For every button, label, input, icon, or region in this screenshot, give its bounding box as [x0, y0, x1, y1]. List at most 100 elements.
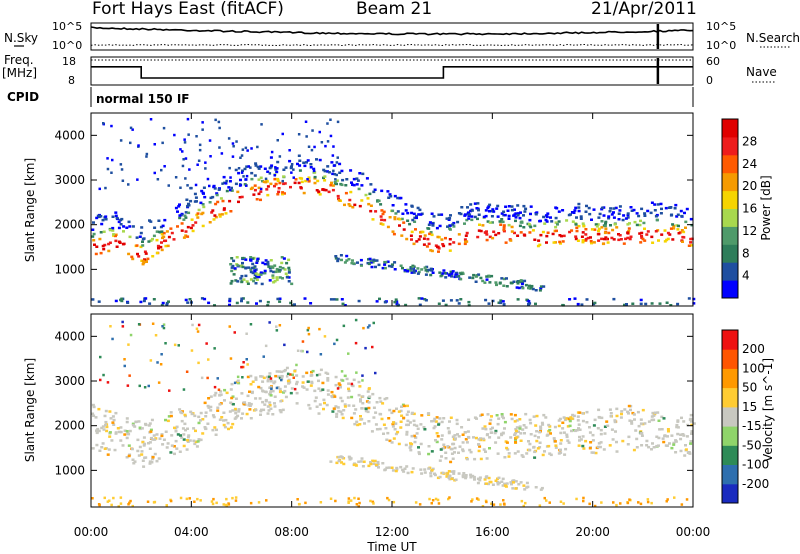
power-cell	[429, 249, 432, 252]
power-cell	[626, 231, 629, 234]
velocity-cell	[658, 420, 661, 423]
power-cell	[394, 268, 397, 271]
power-cell	[161, 142, 164, 145]
velocity-cell	[400, 406, 403, 409]
velocity-cell	[300, 350, 303, 353]
velocity-cell	[504, 421, 507, 424]
power-cell	[240, 298, 243, 301]
velocity-cell	[307, 404, 310, 407]
power-cell	[429, 274, 432, 277]
power-cell	[307, 159, 310, 162]
velocity-cell	[95, 444, 98, 447]
power-cell	[228, 137, 231, 140]
power-cell	[153, 227, 156, 230]
velocity-cell	[522, 484, 525, 487]
velocity-colorbar-swatch	[722, 465, 738, 485]
power-cell	[278, 187, 281, 190]
power-cell	[341, 179, 344, 182]
power-cell	[336, 298, 339, 301]
velocity-cell	[424, 471, 427, 474]
power-cell	[676, 303, 679, 306]
power-colorbar-swatch	[722, 173, 738, 191]
velocity-cell	[351, 383, 354, 386]
power-cell	[636, 224, 639, 227]
velocity-cell	[643, 422, 646, 425]
velocity-cell	[144, 386, 147, 389]
velocity-cell	[189, 497, 192, 500]
velocity-cell	[295, 364, 298, 367]
power-cell	[597, 233, 600, 236]
velocity-cell	[554, 426, 557, 429]
xtick-label: 20:00	[575, 525, 610, 539]
power-cell	[355, 177, 358, 180]
velocity-cell	[92, 447, 95, 450]
power-ytick-label: 1000	[54, 262, 85, 276]
velocity-cell	[316, 374, 319, 377]
velocity-cell	[393, 437, 396, 440]
velocity-cell	[226, 504, 229, 507]
power-cell	[688, 245, 691, 248]
power-cell	[92, 221, 95, 224]
velocity-colorbar-swatch	[722, 445, 738, 465]
power-cell	[260, 123, 263, 126]
power-cell	[599, 213, 602, 216]
velocity-cell	[529, 422, 532, 425]
velocity-cell	[306, 388, 309, 391]
power-cell	[337, 156, 340, 159]
power-cell	[425, 269, 428, 272]
velocity-cell	[131, 448, 134, 451]
power-cell	[456, 299, 459, 302]
power-cell	[370, 205, 373, 208]
power-cell	[664, 229, 667, 232]
velocity-cell	[441, 434, 444, 437]
power-cell	[201, 128, 204, 131]
velocity-cell	[341, 400, 344, 403]
power-cell	[271, 274, 274, 277]
power-cell	[150, 118, 153, 121]
velocity-cell	[220, 393, 223, 396]
power-cell	[460, 273, 463, 276]
power-cell	[360, 264, 363, 267]
power-cell	[110, 125, 113, 128]
velocity-cell	[183, 423, 186, 426]
velocity-cell	[347, 382, 350, 385]
velocity-cell	[537, 447, 540, 450]
velocity-cell	[153, 434, 156, 437]
velocity-cell	[658, 428, 661, 431]
power-cell	[242, 148, 245, 151]
velocity-cell	[440, 448, 443, 451]
power-cell	[228, 300, 231, 303]
power-cell	[499, 224, 502, 227]
velocity-ytick-label: 4000	[54, 329, 85, 343]
velocity-cell	[330, 395, 333, 398]
power-cell	[270, 265, 273, 268]
power-cell	[231, 280, 234, 283]
power-cell	[323, 179, 326, 182]
velocity-cell	[149, 441, 152, 444]
power-cell	[187, 133, 190, 136]
power-cell	[667, 232, 670, 235]
power-colorbar-tick: 12	[742, 224, 757, 238]
freq-line	[91, 67, 693, 78]
velocity-cell	[504, 484, 507, 487]
power-cell	[380, 190, 383, 193]
velocity-cell	[514, 452, 517, 455]
power-cell	[276, 279, 279, 282]
velocity-cell	[512, 481, 515, 484]
power-cell	[282, 175, 285, 178]
velocity-cell	[611, 428, 614, 431]
velocity-cell	[333, 395, 336, 398]
power-cell	[279, 266, 282, 269]
power-cell	[366, 177, 369, 180]
power-cell	[523, 234, 526, 237]
power-cell	[533, 239, 536, 242]
power-cell	[640, 232, 643, 235]
power-cell	[238, 167, 241, 170]
power-cell	[521, 283, 524, 286]
velocity-colorbar-swatch	[722, 368, 738, 388]
velocity-cell	[563, 416, 566, 419]
power-cell	[259, 300, 262, 303]
power-cell	[670, 227, 673, 230]
power-cell	[299, 169, 302, 172]
velocity-cell	[220, 416, 223, 419]
